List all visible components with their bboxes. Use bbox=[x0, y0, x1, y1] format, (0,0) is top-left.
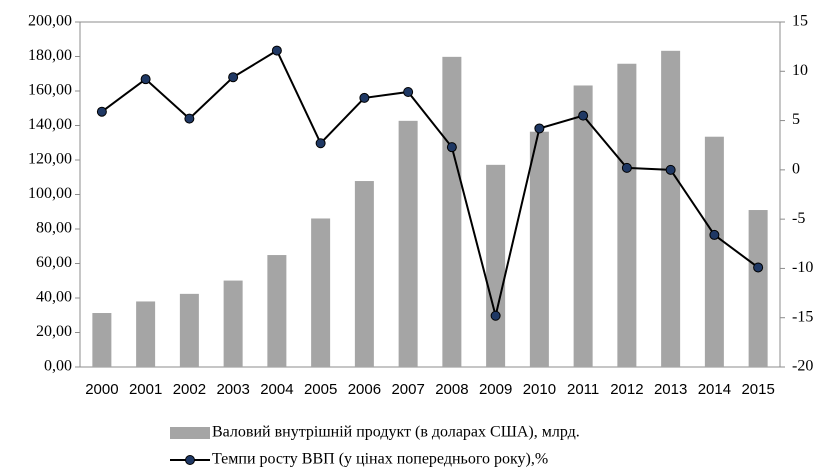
y2-tick-label: -10 bbox=[792, 259, 813, 276]
y-tick-label: 160,00 bbox=[28, 82, 72, 99]
y-tick-label: 40,00 bbox=[36, 289, 72, 306]
y-tick-label: 180,00 bbox=[28, 47, 72, 64]
line-marker bbox=[403, 86, 414, 97]
y-tick-label: 120,00 bbox=[28, 151, 72, 168]
line-marker bbox=[228, 72, 239, 83]
x-tick-label: 2012 bbox=[610, 381, 643, 398]
y2-tick-label: -20 bbox=[792, 358, 813, 375]
y-tick-label: 20,00 bbox=[36, 323, 72, 340]
y-tick-label: 80,00 bbox=[36, 220, 72, 237]
bar bbox=[617, 63, 637, 368]
x-tick-label: 2007 bbox=[391, 381, 424, 398]
x-tick-label: 2001 bbox=[129, 381, 162, 398]
x-tick-label: 2000 bbox=[85, 381, 118, 398]
line-marker bbox=[96, 106, 107, 117]
line-marker bbox=[534, 123, 545, 134]
y-tick-label: 60,00 bbox=[36, 254, 72, 271]
bar bbox=[92, 313, 112, 367]
bar bbox=[354, 181, 374, 367]
bar bbox=[179, 293, 199, 367]
x-tick-label: 2005 bbox=[304, 381, 337, 398]
bar bbox=[529, 131, 549, 367]
x-tick-label: 2014 bbox=[698, 381, 731, 398]
line-marker bbox=[490, 310, 501, 321]
line-marker bbox=[665, 164, 676, 175]
bar bbox=[573, 85, 593, 367]
line-marker bbox=[315, 138, 326, 149]
y2-tick-label: 0 bbox=[792, 161, 800, 178]
bar bbox=[136, 301, 156, 367]
x-tick-label: 2009 bbox=[479, 381, 512, 398]
bar bbox=[311, 218, 331, 367]
bar bbox=[748, 210, 768, 367]
x-tick-label: 2002 bbox=[173, 381, 206, 398]
line-marker bbox=[359, 92, 370, 103]
y2-tick-label: -15 bbox=[792, 308, 813, 325]
bar bbox=[661, 50, 681, 368]
y-tick-label: 0,00 bbox=[44, 358, 72, 375]
y2-tick-label: 15 bbox=[792, 13, 808, 30]
line-marker bbox=[446, 142, 457, 153]
bar bbox=[223, 280, 243, 367]
line-marker bbox=[753, 262, 764, 273]
legend-marker bbox=[185, 455, 195, 465]
x-tick-label: 2003 bbox=[216, 381, 249, 398]
bar bbox=[442, 56, 462, 367]
bar bbox=[704, 136, 724, 367]
x-tick-label: 2010 bbox=[523, 381, 556, 398]
y2-tick-label: -5 bbox=[792, 210, 805, 227]
legend-swatch bbox=[170, 427, 210, 439]
x-tick-label: 2004 bbox=[260, 381, 293, 398]
bar bbox=[486, 164, 506, 367]
legend-label: Валовий внутрішній продукт (в доларах СШ… bbox=[212, 424, 580, 441]
x-tick-label: 2011 bbox=[567, 381, 599, 398]
x-tick-label: 2008 bbox=[435, 381, 468, 398]
line bbox=[101, 49, 759, 316]
y2-tick-label: 10 bbox=[792, 62, 808, 79]
x-tick-label: 2006 bbox=[348, 381, 381, 398]
y-tick-label: 200,00 bbox=[28, 13, 72, 30]
line-marker bbox=[140, 74, 151, 85]
x-tick-label: 2015 bbox=[741, 381, 774, 398]
line-marker bbox=[271, 45, 282, 56]
bar bbox=[267, 255, 287, 367]
line-marker bbox=[709, 229, 720, 240]
legend-label: Темпи росту ВВП (у цінах попереднього ро… bbox=[212, 451, 548, 468]
bar bbox=[398, 120, 418, 367]
y-tick-label: 140,00 bbox=[28, 116, 72, 133]
line-marker bbox=[578, 110, 589, 121]
line-marker bbox=[621, 162, 632, 173]
x-tick-label: 2013 bbox=[654, 381, 687, 398]
y2-tick-label: 5 bbox=[792, 111, 800, 128]
line-marker bbox=[184, 113, 195, 124]
y-tick-label: 100,00 bbox=[28, 185, 72, 202]
